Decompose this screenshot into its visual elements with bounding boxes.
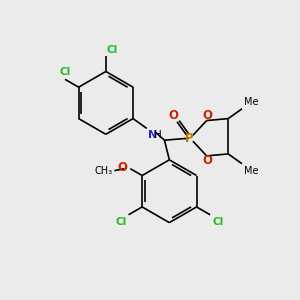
- Text: methoxy: methoxy: [114, 169, 120, 171]
- Text: CH₃: CH₃: [94, 166, 112, 176]
- Text: Me: Me: [244, 166, 258, 176]
- Text: O: O: [117, 161, 127, 174]
- Text: Me: Me: [244, 97, 258, 107]
- Text: Cl: Cl: [107, 45, 118, 55]
- Text: H: H: [154, 130, 161, 140]
- Text: P: P: [185, 132, 193, 145]
- Text: O: O: [168, 109, 178, 122]
- Text: Cl: Cl: [59, 68, 71, 77]
- Text: Cl: Cl: [115, 217, 127, 227]
- Text: Cl: Cl: [212, 217, 224, 227]
- Text: N: N: [148, 130, 157, 140]
- Text: O: O: [202, 109, 213, 122]
- Text: O: O: [202, 154, 213, 167]
